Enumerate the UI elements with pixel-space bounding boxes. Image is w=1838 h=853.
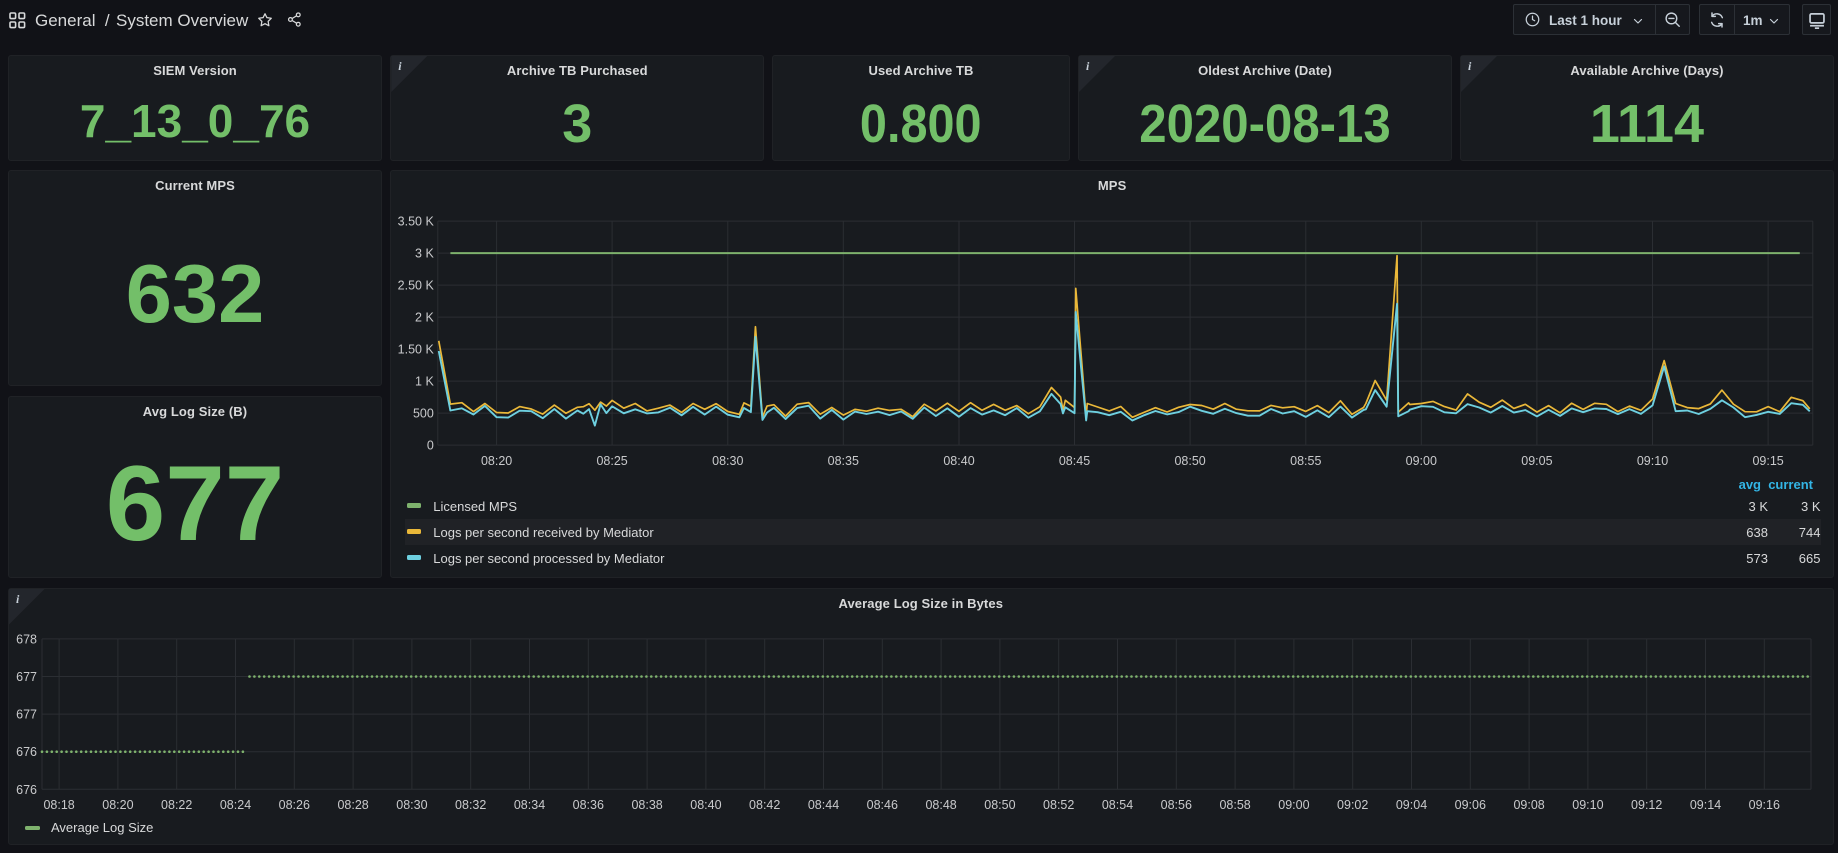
svg-text:08:56: 08:56 bbox=[1161, 798, 1192, 812]
svg-text:08:52: 08:52 bbox=[1043, 798, 1074, 812]
svg-text:09:06: 09:06 bbox=[1455, 798, 1486, 812]
svg-text:09:16: 09:16 bbox=[1749, 798, 1780, 812]
svg-text:09:04: 09:04 bbox=[1396, 798, 1427, 812]
svg-text:08:54: 08:54 bbox=[1102, 798, 1133, 812]
svg-text:08:35: 08:35 bbox=[828, 454, 859, 468]
svg-text:08:26: 08:26 bbox=[279, 798, 310, 812]
svg-text:09:10: 09:10 bbox=[1637, 454, 1668, 468]
svg-text:08:18: 08:18 bbox=[43, 798, 74, 812]
svg-text:09:10: 09:10 bbox=[1572, 798, 1603, 812]
svg-text:08:40: 08:40 bbox=[690, 798, 721, 812]
svg-text:09:15: 09:15 bbox=[1753, 454, 1784, 468]
svg-text:09:05: 09:05 bbox=[1522, 454, 1553, 468]
svg-text:08:42: 08:42 bbox=[749, 798, 780, 812]
svg-text:09:12: 09:12 bbox=[1631, 798, 1662, 812]
svg-text:09:08: 09:08 bbox=[1513, 798, 1544, 812]
svg-text:08:24: 08:24 bbox=[220, 798, 251, 812]
svg-text:1 K: 1 K bbox=[415, 374, 434, 388]
svg-text:08:34: 08:34 bbox=[514, 798, 545, 812]
svg-text:08:45: 08:45 bbox=[1059, 454, 1090, 468]
svg-text:500: 500 bbox=[413, 406, 434, 420]
svg-text:09:02: 09:02 bbox=[1337, 798, 1368, 812]
svg-text:08:46: 08:46 bbox=[867, 798, 898, 812]
svg-text:1.50 K: 1.50 K bbox=[398, 342, 435, 356]
svg-text:08:50: 08:50 bbox=[1175, 454, 1206, 468]
svg-text:08:30: 08:30 bbox=[396, 798, 427, 812]
svg-text:08:20: 08:20 bbox=[102, 798, 133, 812]
svg-text:678: 678 bbox=[16, 632, 37, 646]
svg-text:09:00: 09:00 bbox=[1406, 454, 1437, 468]
svg-text:08:22: 08:22 bbox=[161, 798, 192, 812]
svg-text:3.50 K: 3.50 K bbox=[398, 214, 435, 228]
svg-text:08:48: 08:48 bbox=[925, 798, 956, 812]
svg-text:677: 677 bbox=[16, 707, 37, 721]
svg-text:08:58: 08:58 bbox=[1219, 798, 1250, 812]
svg-text:08:55: 08:55 bbox=[1290, 454, 1321, 468]
svg-text:08:40: 08:40 bbox=[944, 454, 975, 468]
svg-text:08:36: 08:36 bbox=[573, 798, 604, 812]
svg-text:08:38: 08:38 bbox=[631, 798, 662, 812]
svg-text:08:32: 08:32 bbox=[455, 798, 486, 812]
svg-text:09:14: 09:14 bbox=[1690, 798, 1721, 812]
svg-text:677: 677 bbox=[16, 670, 37, 684]
svg-text:08:25: 08:25 bbox=[597, 454, 628, 468]
svg-text:2 K: 2 K bbox=[415, 310, 434, 324]
svg-text:676: 676 bbox=[16, 782, 37, 796]
svg-text:08:50: 08:50 bbox=[984, 798, 1015, 812]
svg-text:08:44: 08:44 bbox=[808, 798, 839, 812]
svg-text:08:28: 08:28 bbox=[337, 798, 368, 812]
svg-text:08:20: 08:20 bbox=[481, 454, 512, 468]
svg-text:676: 676 bbox=[16, 745, 37, 759]
svg-text:08:30: 08:30 bbox=[712, 454, 743, 468]
svg-text:2.50 K: 2.50 K bbox=[398, 278, 435, 292]
svg-text:09:00: 09:00 bbox=[1278, 798, 1309, 812]
svg-text:0: 0 bbox=[427, 438, 434, 452]
svg-text:3 K: 3 K bbox=[415, 246, 434, 260]
